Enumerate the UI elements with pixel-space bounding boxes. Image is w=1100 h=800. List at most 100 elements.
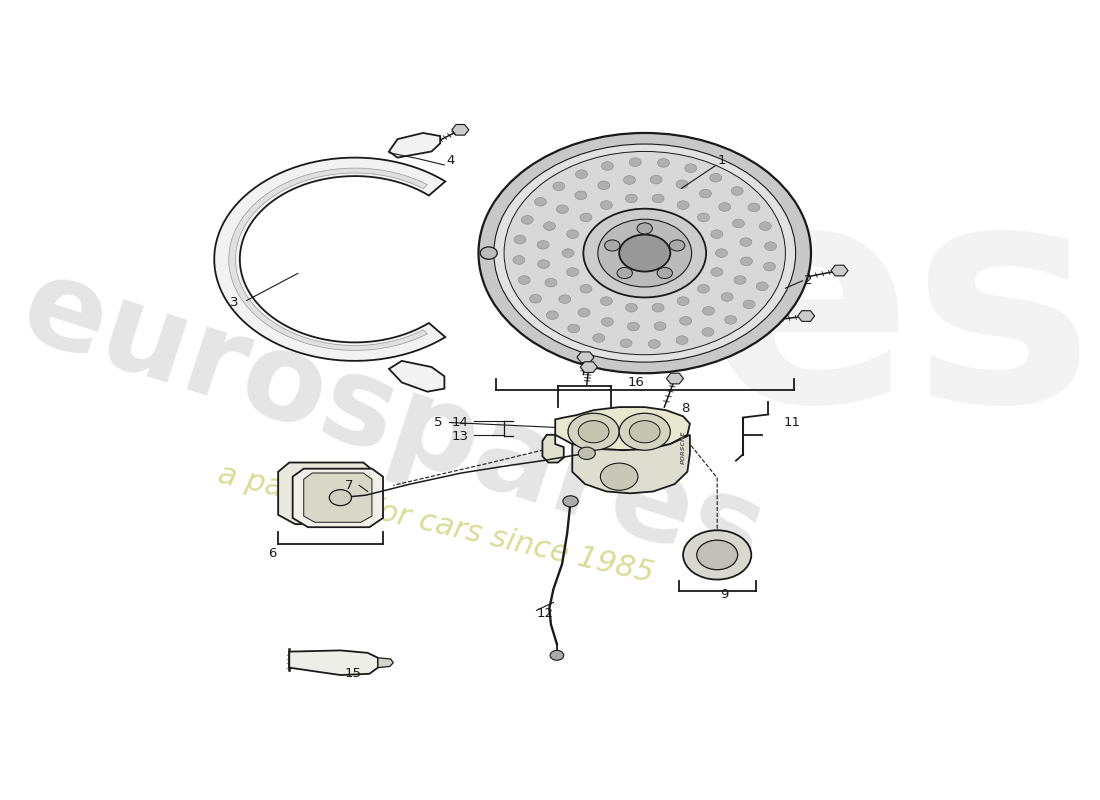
- Circle shape: [597, 181, 609, 190]
- Circle shape: [481, 247, 497, 259]
- Circle shape: [553, 182, 564, 190]
- Circle shape: [732, 186, 744, 195]
- Circle shape: [601, 463, 638, 490]
- Circle shape: [718, 202, 730, 211]
- Circle shape: [725, 315, 737, 324]
- Circle shape: [685, 164, 696, 173]
- Text: 11: 11: [783, 416, 801, 429]
- Circle shape: [697, 285, 710, 293]
- Circle shape: [575, 191, 587, 200]
- Text: 13: 13: [451, 430, 469, 443]
- Polygon shape: [293, 469, 383, 527]
- Polygon shape: [214, 158, 446, 361]
- Circle shape: [627, 322, 639, 331]
- Circle shape: [650, 175, 662, 184]
- Circle shape: [538, 260, 550, 269]
- Text: es: es: [706, 170, 1094, 466]
- Circle shape: [619, 414, 670, 450]
- Polygon shape: [667, 373, 683, 384]
- Polygon shape: [304, 473, 372, 522]
- Text: 12: 12: [537, 607, 553, 620]
- Polygon shape: [581, 362, 597, 373]
- Polygon shape: [556, 407, 690, 450]
- Polygon shape: [378, 658, 394, 668]
- Circle shape: [566, 268, 579, 276]
- Circle shape: [759, 222, 771, 230]
- Circle shape: [715, 249, 727, 258]
- Circle shape: [676, 180, 688, 189]
- Text: 6: 6: [268, 546, 276, 559]
- Circle shape: [700, 190, 712, 198]
- Circle shape: [329, 490, 352, 506]
- Circle shape: [652, 194, 664, 202]
- Polygon shape: [798, 310, 815, 322]
- Circle shape: [657, 267, 672, 278]
- Circle shape: [740, 257, 752, 266]
- Text: 8: 8: [681, 402, 690, 415]
- Circle shape: [601, 297, 613, 306]
- Circle shape: [711, 268, 723, 276]
- Circle shape: [580, 285, 592, 293]
- Circle shape: [711, 230, 723, 238]
- Circle shape: [580, 213, 592, 222]
- Circle shape: [602, 162, 614, 170]
- Circle shape: [764, 242, 777, 250]
- Circle shape: [702, 328, 714, 336]
- Text: 16: 16: [628, 376, 645, 389]
- Circle shape: [670, 240, 685, 251]
- Circle shape: [626, 303, 637, 312]
- Text: 15: 15: [344, 667, 362, 680]
- Circle shape: [494, 144, 795, 362]
- Polygon shape: [389, 133, 440, 158]
- Circle shape: [619, 234, 670, 271]
- Circle shape: [597, 219, 692, 287]
- Circle shape: [744, 300, 755, 309]
- Circle shape: [697, 213, 710, 222]
- Circle shape: [624, 176, 636, 184]
- Circle shape: [566, 230, 579, 238]
- Circle shape: [676, 336, 688, 345]
- Circle shape: [557, 205, 569, 214]
- Circle shape: [583, 209, 706, 298]
- Text: 3: 3: [230, 296, 238, 309]
- Polygon shape: [452, 125, 469, 135]
- Text: 4: 4: [447, 154, 454, 166]
- Polygon shape: [830, 266, 848, 276]
- Circle shape: [710, 174, 722, 182]
- Circle shape: [579, 447, 595, 459]
- Circle shape: [734, 276, 746, 284]
- Circle shape: [568, 324, 580, 333]
- Circle shape: [733, 219, 745, 228]
- Circle shape: [617, 267, 632, 278]
- Circle shape: [478, 133, 811, 373]
- Circle shape: [722, 293, 733, 302]
- Circle shape: [575, 170, 587, 178]
- Circle shape: [563, 496, 579, 507]
- Circle shape: [547, 311, 559, 319]
- Circle shape: [683, 530, 751, 579]
- Text: 14: 14: [451, 416, 469, 429]
- Polygon shape: [576, 352, 594, 362]
- Circle shape: [543, 222, 556, 230]
- Text: 9: 9: [719, 589, 728, 602]
- Circle shape: [514, 235, 526, 244]
- Circle shape: [601, 201, 613, 210]
- Polygon shape: [289, 650, 378, 675]
- Circle shape: [559, 295, 571, 303]
- Text: 1: 1: [717, 154, 726, 167]
- Circle shape: [537, 241, 549, 249]
- Circle shape: [504, 151, 785, 354]
- Circle shape: [637, 223, 652, 234]
- Circle shape: [593, 334, 605, 342]
- Polygon shape: [229, 168, 427, 350]
- Circle shape: [703, 306, 715, 315]
- Circle shape: [648, 340, 660, 348]
- Polygon shape: [572, 435, 690, 494]
- Polygon shape: [278, 462, 374, 524]
- Text: 5: 5: [434, 416, 442, 429]
- Circle shape: [680, 317, 692, 325]
- Circle shape: [678, 297, 689, 306]
- Circle shape: [748, 203, 760, 212]
- Text: eurospares: eurospares: [8, 247, 779, 598]
- Circle shape: [626, 194, 637, 202]
